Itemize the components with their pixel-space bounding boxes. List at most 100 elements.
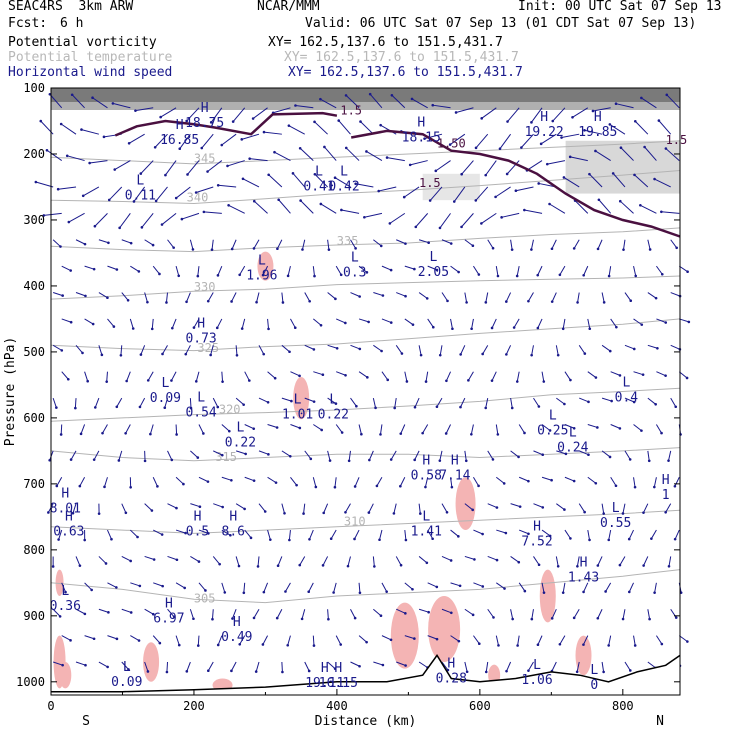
wind-vector bbox=[281, 450, 291, 457]
wind-vector bbox=[186, 661, 191, 672]
wind-vector bbox=[300, 200, 314, 214]
wind-vector bbox=[372, 556, 375, 567]
wind-arrowhead bbox=[196, 456, 200, 459]
theta-contour-label: 315 bbox=[215, 450, 237, 464]
wind-vector bbox=[552, 107, 566, 122]
wind-vector bbox=[656, 371, 666, 377]
wind-arrowhead bbox=[633, 119, 637, 123]
wind-arrowhead bbox=[105, 380, 109, 383]
wind-vector bbox=[441, 503, 448, 513]
wind-vector bbox=[139, 397, 146, 408]
wind-vector bbox=[668, 556, 672, 567]
wind-arrowhead bbox=[138, 584, 142, 588]
wind-vector bbox=[242, 178, 260, 188]
wind-vector bbox=[453, 186, 466, 202]
wind-arrowhead bbox=[367, 511, 371, 514]
wind-vector bbox=[404, 265, 415, 270]
wind-vector bbox=[624, 292, 632, 301]
wind-vector bbox=[501, 212, 520, 218]
extremum-marker: L bbox=[429, 250, 437, 265]
wind-arrowhead bbox=[244, 452, 247, 456]
wind-arrowhead bbox=[471, 508, 475, 512]
wind-arrowhead bbox=[550, 247, 554, 251]
wind-arrowhead bbox=[153, 145, 157, 149]
extremum-marker: H bbox=[594, 110, 602, 125]
wind-arrowhead bbox=[209, 353, 212, 357]
wind-arrowhead bbox=[227, 204, 230, 207]
wind-vector bbox=[207, 292, 214, 302]
wind-arrowhead bbox=[69, 458, 73, 461]
wind-arrowhead bbox=[660, 431, 663, 435]
pv-shade-patch bbox=[575, 635, 592, 676]
wind-arrowhead bbox=[139, 172, 143, 175]
extremum-value: 19.11 bbox=[305, 676, 344, 691]
wind-vector bbox=[518, 529, 529, 535]
wind-arrowhead bbox=[221, 505, 224, 509]
wind-vector bbox=[533, 503, 543, 508]
wind-vector bbox=[373, 608, 382, 617]
wind-vector bbox=[527, 292, 534, 302]
wind-vector bbox=[619, 556, 626, 566]
wind-vector bbox=[418, 345, 422, 356]
wind-vector bbox=[186, 107, 200, 122]
wind-arrowhead bbox=[594, 481, 598, 485]
wind-arrowhead bbox=[140, 226, 144, 229]
wind-arrowhead bbox=[428, 199, 432, 202]
wind-vector bbox=[644, 146, 657, 161]
wind-arrowhead bbox=[358, 591, 362, 595]
y-tick-label: 500 bbox=[23, 345, 45, 359]
extremum-marker: L bbox=[136, 174, 144, 189]
wind-vector bbox=[368, 503, 374, 513]
wind-arrowhead bbox=[495, 558, 499, 562]
wind-vector bbox=[653, 477, 657, 488]
wind-vector bbox=[422, 424, 429, 434]
wind-arrowhead bbox=[484, 670, 488, 674]
wind-vector bbox=[262, 635, 269, 645]
wind-vector bbox=[485, 292, 489, 303]
wind-arrowhead bbox=[300, 617, 304, 621]
wind-arrowhead bbox=[421, 431, 424, 435]
wind-arrowhead bbox=[470, 327, 473, 331]
wind-arrowhead bbox=[602, 512, 606, 515]
wind-arrowhead bbox=[192, 617, 195, 621]
wind-arrowhead bbox=[548, 429, 552, 432]
wind-arrowhead bbox=[602, 670, 605, 674]
extremum-marker: H bbox=[447, 656, 455, 671]
wind-arrowhead bbox=[477, 484, 480, 488]
wind-arrowhead bbox=[202, 432, 205, 435]
wind-vector bbox=[391, 94, 406, 109]
wind-vector bbox=[258, 503, 266, 512]
extremum-value: 6.97 bbox=[153, 611, 184, 626]
wind-vector bbox=[121, 503, 127, 513]
wind-vector bbox=[372, 397, 377, 408]
wind-arrowhead bbox=[129, 559, 132, 563]
wind-arrowhead bbox=[523, 208, 526, 212]
wind-arrowhead bbox=[664, 374, 667, 377]
extremum-value: 0.54 bbox=[185, 406, 216, 421]
wind-arrowhead bbox=[550, 478, 553, 482]
wind-vector bbox=[221, 582, 226, 593]
wind-arrowhead bbox=[323, 145, 326, 149]
wind-arrowhead bbox=[438, 226, 442, 230]
wind-arrowhead bbox=[640, 96, 643, 100]
wind-arrowhead bbox=[183, 586, 187, 590]
wind-arrowhead bbox=[288, 538, 291, 542]
wind-arrowhead bbox=[158, 641, 162, 645]
wind-vector bbox=[404, 582, 413, 590]
wind-vector bbox=[624, 661, 631, 671]
extremum-value: 0.11 bbox=[125, 189, 156, 204]
wind-vector bbox=[473, 635, 480, 645]
wind-vector bbox=[322, 556, 329, 566]
wind-vector bbox=[162, 345, 168, 355]
wind-arrowhead bbox=[561, 591, 565, 594]
wind-vector bbox=[107, 529, 112, 540]
wind-vector bbox=[98, 345, 103, 356]
wind-vector bbox=[244, 529, 252, 539]
extremum-value: 0.73 bbox=[185, 332, 216, 347]
wind-arrowhead bbox=[111, 102, 115, 105]
wind-arrowhead bbox=[465, 670, 469, 674]
extremum-marker: H bbox=[321, 661, 329, 676]
wind-vector bbox=[427, 635, 438, 640]
wind-vector bbox=[94, 397, 100, 408]
wind-arrowhead bbox=[404, 538, 408, 542]
